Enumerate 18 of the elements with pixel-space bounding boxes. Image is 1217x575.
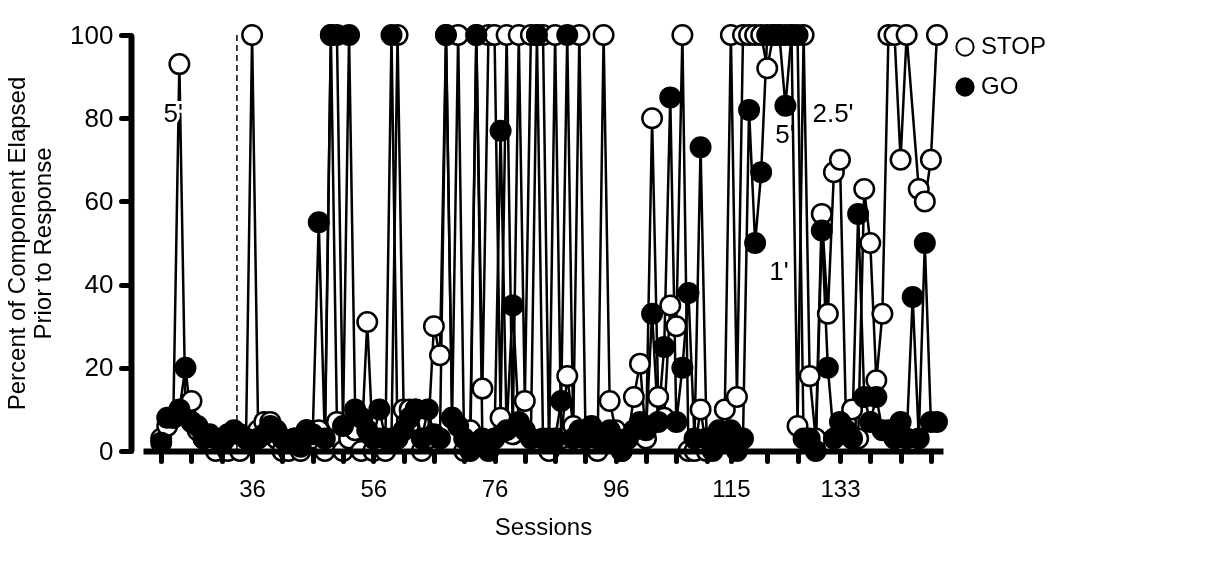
- x-tick-label: 56: [360, 474, 388, 502]
- y-tick-label: 80: [84, 102, 114, 133]
- y-tick-label: 20: [84, 352, 114, 383]
- x-tick-label: 76: [481, 474, 509, 502]
- annotation: 2.5': [812, 98, 854, 128]
- x-tick-label: 133: [820, 474, 861, 502]
- y-tick-label: 60: [84, 185, 114, 216]
- legend-label: STOP: [981, 32, 1046, 59]
- y-tick-label: 100: [70, 19, 114, 50]
- legend-label: GO: [981, 72, 1019, 99]
- y-axis-title: Percent of Component Elapsed Prior to Response: [3, 76, 57, 411]
- x-tick-label: 96: [602, 474, 630, 502]
- y-tick-label: 40: [84, 269, 114, 300]
- annotation: 1': [769, 256, 789, 286]
- x-tick-label: 115: [712, 474, 751, 502]
- x-axis-title: Sessions: [494, 512, 593, 540]
- y-tick-label: 0: [99, 435, 114, 466]
- x-tick-label: 36: [239, 474, 266, 502]
